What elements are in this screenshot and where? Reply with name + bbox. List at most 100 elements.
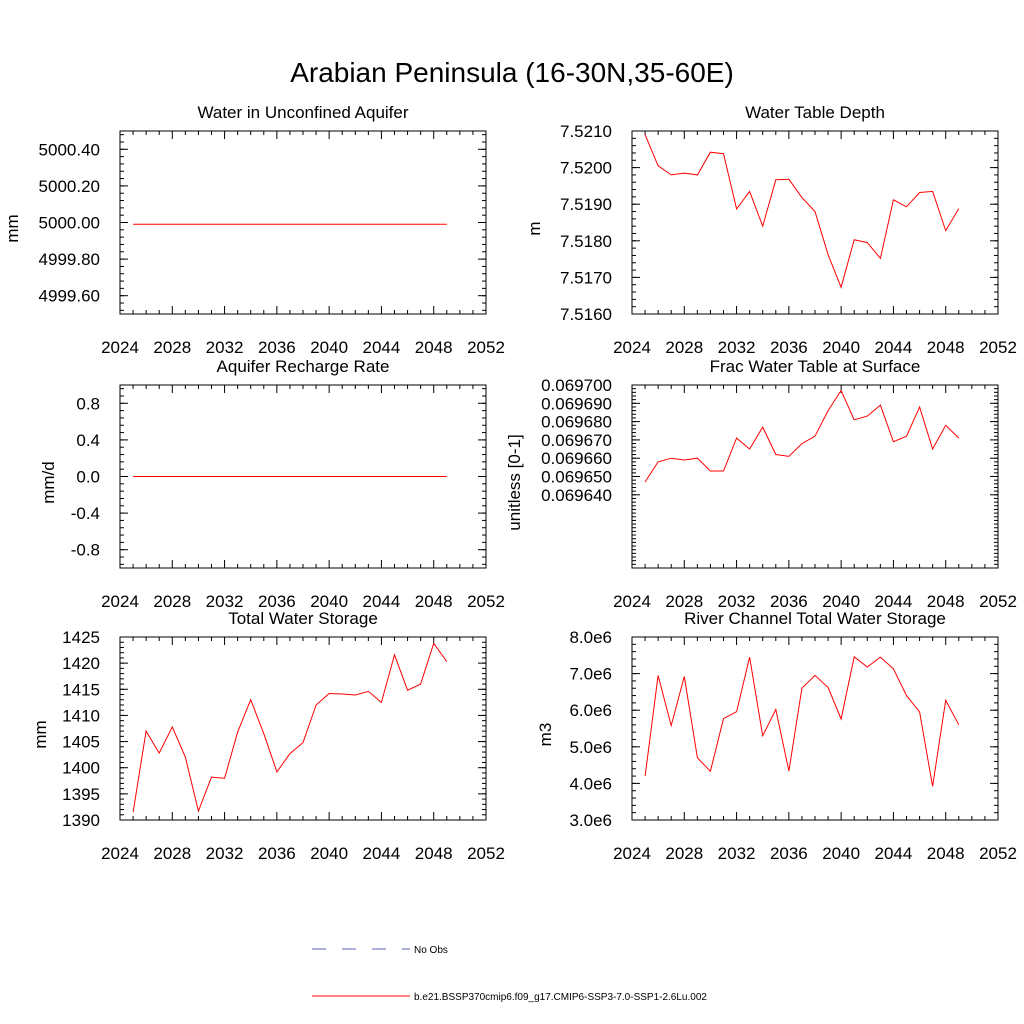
panel-title: Aquifer Recharge Rate [217,357,390,376]
x-tick-label: 2036 [258,592,296,611]
y-tick-label: 7.5200 [560,159,612,178]
x-tick-label: 2032 [206,844,244,863]
y-tick-label: 1395 [62,785,100,804]
x-tick-label: 2048 [927,338,965,357]
x-tick-label: 2040 [310,592,348,611]
series-line [132,642,448,813]
y-tick-label: 0.069690 [541,394,612,413]
x-tick-label: 2036 [258,844,296,863]
x-tick-label: 2028 [153,844,191,863]
y-tick-label: 3.0e6 [569,811,612,830]
y-tick-label: 7.0e6 [569,665,612,684]
y-tick-label: 0.069700 [541,376,612,395]
chart-panel-river-channel-storage: River Channel Total Water Storage m3 2024 2… [536,609,1017,863]
x-tick-label: 2040 [310,844,348,863]
x-tick-label: 2024 [101,338,139,357]
panel-title: River Channel Total Water Storage [684,609,946,628]
x-tick-label: 2032 [718,844,756,863]
chart-panel-water-table-depth: Water Table Depth m 2024 2028 2032 2036 2040 20… [525,103,1017,357]
y-tick-label: 1415 [62,680,100,699]
x-tick-label: 2028 [153,592,191,611]
y-tick-label: 4.0e6 [569,774,612,793]
y-tick-label: 8.0e6 [569,628,612,647]
y-tick-label: 5000.00 [39,214,100,233]
x-tick-label: 2032 [718,338,756,357]
y-tick-label: 1425 [62,628,100,647]
panel-title: Water in Unconfined Aquifer [197,103,408,122]
x-tick-label: 2044 [875,338,913,357]
x-tick-label: 2028 [665,844,703,863]
x-tick-label: 2028 [665,338,703,357]
series-line [644,389,960,483]
panels: Water in Unconfined Aquifer mm 2024 2028 203… [3,103,1017,863]
x-tick-label: 2032 [206,592,244,611]
x-tick-label: 2052 [467,592,505,611]
x-tick-label: 2024 [613,592,651,611]
x-tick-label: 2024 [101,844,139,863]
legend-label-model-run: b.e21.BSSP370cmip6.f09_g17.CMIP6-SSP3-7.… [414,992,707,1003]
series-line [644,134,960,289]
x-tick-label: 2044 [363,338,401,357]
panel-title: Total Water Storage [228,609,378,628]
x-tick-label: 2040 [822,592,860,611]
x-tick-label: 2040 [822,338,860,357]
panel-title: Frac Water Table at Surface [710,357,921,376]
x-tick-label: 2048 [927,844,965,863]
figure-title: Arabian Peninsula (16-30N,35-60E) [290,57,734,88]
x-tick-label: 2040 [822,844,860,863]
x-tick-label: 2048 [415,338,453,357]
y-tick-label: 4999.80 [39,250,100,269]
panel-title: Water Table Depth [745,103,885,122]
x-tick-label: 2028 [665,592,703,611]
x-tick-label: 2024 [613,844,651,863]
legend-entry-no-obs: No Obs [312,945,448,956]
legend-entry-model-run: b.e21.BSSP370cmip6.f09_g17.CMIP6-SSP3-7.… [312,992,707,1003]
y-axis-label: unitless [0-1] [505,434,524,530]
x-tick-label: 2036 [258,338,296,357]
y-axis-label: mm/d [39,461,58,504]
y-tick-label: -0.8 [71,541,100,560]
y-tick-label: 0.069640 [541,486,612,505]
y-tick-label: 7.5210 [560,122,612,141]
plot-frame [119,636,487,821]
y-tick-label: 1420 [62,654,100,673]
y-tick-label: 5000.20 [39,177,100,196]
x-tick-label: 2024 [101,592,139,611]
x-tick-label: 2052 [979,844,1017,863]
x-tick-label: 2044 [363,592,401,611]
chart-panel-total-water-storage: Total Water Storage mm 2024 2028 2032 2036 204… [31,609,505,863]
plot-frame [631,384,999,569]
y-tick-label: 7.5160 [560,305,612,324]
x-tick-label: 2052 [467,844,505,863]
y-tick-label: -0.4 [71,504,100,523]
chart-panel-water-unconfined-aquifer: Water in Unconfined Aquifer mm 2024 2028 203… [3,103,505,357]
x-tick-label: 2052 [467,338,505,357]
y-tick-label: 0.8 [76,394,100,413]
x-tick-label: 2036 [770,338,808,357]
legend: No Obs b.e21.BSSP370cmip6.f09_g17.CMIP6-… [312,945,707,1003]
y-tick-label: 0.4 [76,431,100,450]
y-tick-label: 7.5170 [560,268,612,287]
x-tick-label: 2048 [415,592,453,611]
y-tick-label: 1390 [62,811,100,830]
x-tick-label: 2032 [206,338,244,357]
chart-panel-frac-water-table-surface: Frac Water Table at Surface unitless [0-1… [505,357,1017,611]
x-tick-label: 2032 [718,592,756,611]
chart-panel-aquifer-recharge-rate: Aquifer Recharge Rate mm/d 2024 2028 2032 203… [39,357,505,611]
y-tick-label: 0.069680 [541,413,612,432]
y-axis-label: m [525,221,544,235]
y-tick-label: 5000.40 [39,140,100,159]
y-tick-label: 0.0 [76,468,100,487]
x-tick-label: 2044 [875,592,913,611]
y-tick-label: 7.5180 [560,232,612,251]
y-tick-label: 4999.60 [39,287,100,306]
y-tick-label: 0.069660 [541,449,612,468]
y-axis-label: mm [3,214,22,242]
series-line [644,655,960,787]
y-tick-label: 7.5190 [560,195,612,214]
x-tick-label: 2048 [415,844,453,863]
y-tick-label: 1400 [62,759,100,778]
y-tick-label: 1410 [62,706,100,725]
plot-frame [631,636,999,821]
